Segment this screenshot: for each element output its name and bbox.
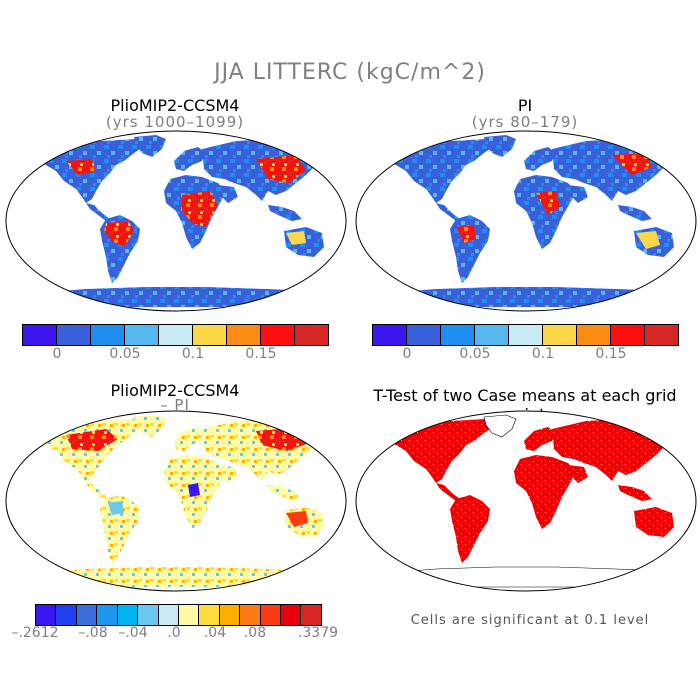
colorbar-swatch xyxy=(158,325,192,345)
panel-3-subtitle: – PI xyxy=(160,396,190,414)
colorbar-swatch xyxy=(373,325,406,345)
colorbar-swatch xyxy=(192,325,226,345)
colorbar-swatch xyxy=(157,605,178,625)
colorbar-panel-1 xyxy=(22,324,329,346)
panel-2-subtitle: (yrs 80–179) xyxy=(471,113,579,131)
colorbar-1-tick: 0.05 xyxy=(109,346,141,362)
colorbar-swatch xyxy=(177,605,199,625)
colorbar-swatch xyxy=(260,325,294,345)
colorbar-swatch xyxy=(280,605,301,625)
colorbar-3-tick: .3379 xyxy=(297,625,339,641)
colorbar-swatch xyxy=(474,325,508,345)
colorbar-1-tick: 0 xyxy=(52,346,62,362)
colorbar-swatch xyxy=(259,605,281,625)
colorbar-swatch xyxy=(137,605,158,625)
colorbar-swatch xyxy=(644,325,678,345)
colorbar-swatch xyxy=(610,325,644,345)
colorbar-swatch xyxy=(508,325,542,345)
colorbar-2-tick: 0.1 xyxy=(531,346,555,362)
panel-1-subtitle: (yrs 1000–1099) xyxy=(105,113,245,131)
colorbar-3-tick: .08 xyxy=(243,625,267,641)
colorbar-1-tick: 0.15 xyxy=(245,346,277,362)
colorbar-swatch xyxy=(55,605,76,625)
colorbar-swatch xyxy=(294,325,328,345)
colorbar-2-tick: 0 xyxy=(402,346,412,362)
colorbar-3-tick: –.08 xyxy=(78,625,108,641)
map-panel-3 xyxy=(5,410,347,592)
colorbar-swatch xyxy=(23,325,56,345)
map-panel-4 xyxy=(355,410,697,592)
colorbar-swatch xyxy=(124,325,158,345)
colorbar-swatch xyxy=(300,605,321,625)
colorbar-2-tick: 0.05 xyxy=(459,346,491,362)
colorbar-swatch xyxy=(116,605,138,625)
panel-3-title: PlioMIP2-CCSM4 xyxy=(110,381,240,400)
colorbar-swatch xyxy=(406,325,440,345)
colorbar-3-tick: .04 xyxy=(203,625,227,641)
panel-2-title: PI xyxy=(517,96,533,115)
colorbar-swatch xyxy=(218,605,240,625)
colorbar-3-tick: –.04 xyxy=(118,625,148,641)
colorbar-swatch xyxy=(239,605,260,625)
map-panel-1 xyxy=(5,130,347,312)
panel-1-title: PlioMIP2-CCSM4 xyxy=(110,96,240,115)
colorbar-swatch xyxy=(198,605,219,625)
colorbar-1-tick: 0.1 xyxy=(181,346,205,362)
colorbar-swatch xyxy=(576,325,610,345)
colorbar-3-tick: –.2612 xyxy=(11,625,59,641)
colorbar-panel-2 xyxy=(372,324,679,346)
colorbar-2-tick: 0.15 xyxy=(595,346,627,362)
colorbar-swatch xyxy=(75,605,97,625)
colorbar-swatch xyxy=(542,325,576,345)
colorbar-swatch xyxy=(96,605,117,625)
colorbar-panel-3 xyxy=(35,604,322,626)
map-panel-2 xyxy=(355,130,697,312)
colorbar-3-tick: .0 xyxy=(167,625,181,641)
colorbar-swatch xyxy=(90,325,124,345)
main-title: JJA LITTERC (kgC/m^2) xyxy=(214,60,486,85)
colorbar-swatch xyxy=(36,605,56,625)
colorbar-swatch xyxy=(56,325,90,345)
colorbar-swatch xyxy=(226,325,260,345)
colorbar-swatch xyxy=(440,325,474,345)
significance-note: Cells are significant at 0.1 level xyxy=(410,613,650,628)
